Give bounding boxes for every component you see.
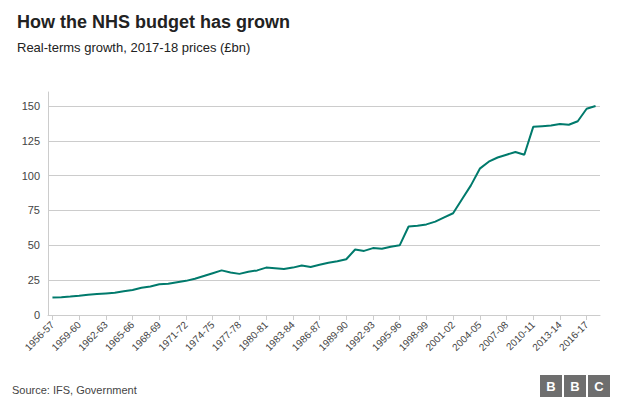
- svg-text:B: B: [570, 379, 579, 394]
- svg-text:2010-11: 2010-11: [503, 319, 538, 353]
- svg-text:100: 100: [22, 170, 40, 182]
- svg-text:1971-72: 1971-72: [156, 319, 190, 353]
- svg-text:2016-17: 2016-17: [557, 319, 591, 353]
- svg-text:1956-57: 1956-57: [22, 319, 57, 353]
- svg-text:1965-66: 1965-66: [102, 319, 137, 353]
- svg-text:2001-02: 2001-02: [423, 319, 457, 353]
- svg-text:C: C: [594, 379, 604, 394]
- svg-text:1998-99: 1998-99: [396, 319, 431, 353]
- svg-text:1995-96: 1995-96: [369, 319, 404, 353]
- svg-text:B: B: [546, 379, 555, 394]
- svg-text:1974-75: 1974-75: [182, 319, 217, 353]
- svg-text:1989-90: 1989-90: [316, 319, 351, 353]
- svg-text:125: 125: [22, 135, 40, 147]
- svg-text:1986-87: 1986-87: [289, 319, 324, 353]
- svg-text:How the NHS budget has grown: How the NHS budget has grown: [17, 12, 290, 32]
- svg-text:1977-78: 1977-78: [209, 319, 244, 353]
- svg-text:1980-81: 1980-81: [236, 319, 270, 353]
- svg-text:1962-63: 1962-63: [76, 319, 110, 353]
- svg-text:2007-08: 2007-08: [477, 319, 511, 353]
- svg-text:150: 150: [22, 100, 40, 112]
- svg-text:1968-69: 1968-69: [129, 319, 164, 353]
- svg-text:1983-84: 1983-84: [263, 319, 297, 353]
- svg-text:Real-terms growth, 2017-18 pri: Real-terms growth, 2017-18 prices (£bn): [17, 40, 250, 55]
- svg-text:50: 50: [28, 239, 40, 251]
- svg-text:1992-93: 1992-93: [343, 319, 377, 353]
- svg-text:1959-60: 1959-60: [49, 319, 84, 353]
- svg-text:75: 75: [28, 204, 40, 216]
- svg-text:Source: IFS, Government: Source: IFS, Government: [12, 384, 137, 396]
- svg-text:25: 25: [28, 274, 40, 286]
- svg-text:2004-05: 2004-05: [450, 319, 484, 353]
- svg-text:2013-14: 2013-14: [530, 319, 564, 353]
- svg-text:0: 0: [34, 309, 40, 321]
